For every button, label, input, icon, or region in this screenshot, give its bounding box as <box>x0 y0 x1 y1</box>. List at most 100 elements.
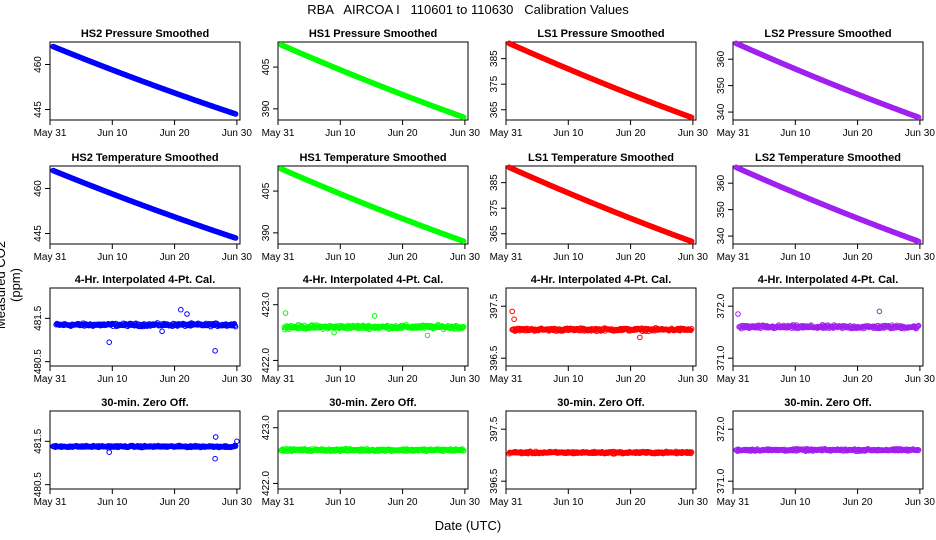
data-point <box>232 235 239 241</box>
x-tick-label: May 31 <box>490 374 523 385</box>
x-tick-label: Jun 10 <box>325 374 355 385</box>
data-point <box>915 322 922 329</box>
y-tick-label: 340 <box>716 227 727 244</box>
data-point <box>688 449 695 455</box>
x-tick-label: May 31 <box>490 252 523 263</box>
chart-panel-6: HS1 Temperature Smoothed May 31 Jun 10 Jun … <box>261 152 480 263</box>
x-tick-label: Jun 30 <box>905 374 935 385</box>
data-point <box>232 111 239 117</box>
chart-panel-2: HS1 Pressure Smoothed May 31 Jun 10 Jun 20 J… <box>261 28 480 139</box>
x-tick-label: Jun 10 <box>97 252 127 263</box>
chart-panel-10: 4-Hr. Interpolated 4-Pt. Cal. May 31 Jun 1… <box>261 274 480 385</box>
chart-panel-12: 4-Hr. Interpolated 4-Pt. Cal. May 31 Jun 1… <box>716 274 935 385</box>
panel-title: HS1 Temperature Smoothed <box>299 152 446 164</box>
x-tick-label: Jun 20 <box>388 252 418 263</box>
x-tick-label: Jun 20 <box>160 374 190 385</box>
x-tick-label: Jun 10 <box>97 128 127 139</box>
data-point <box>460 447 467 454</box>
chart-panel-16: 30-min. Zero Off. May 31 Jun 10 Jun 20 Jun 3… <box>716 397 935 508</box>
panel-title: HS2 Pressure Smoothed <box>81 28 209 40</box>
plot-frame <box>277 287 469 367</box>
x-tick-label: Jun 30 <box>450 497 480 508</box>
y-tick-label: 360 <box>716 174 727 191</box>
series-points <box>506 40 695 121</box>
x-tick-label: Jun 20 <box>388 374 418 385</box>
x-tick-label: Jun 30 <box>450 252 480 263</box>
x-tick-label: Jun 20 <box>160 252 190 263</box>
data-point <box>232 443 239 449</box>
plot-frame <box>732 165 924 245</box>
plot-frame <box>505 165 697 245</box>
y-tick-label: 445 <box>33 101 44 118</box>
series-points <box>733 40 922 121</box>
panel-title: 30-min. Zero Off. <box>557 397 644 409</box>
chart-panel-11: 4-Hr. Interpolated 4-Pt. Cal. May 31 Jun 1… <box>489 274 708 385</box>
plot-frame <box>505 287 697 367</box>
panel-title: LS2 Pressure Smoothed <box>764 28 891 40</box>
x-tick-label: Jun 30 <box>905 128 935 139</box>
panel-title: HS1 Pressure Smoothed <box>309 28 437 40</box>
data-point <box>106 449 112 456</box>
y-tick-label: 390 <box>261 100 272 117</box>
y-tick-label: 385 <box>489 50 500 67</box>
y-tick-label: 375 <box>489 199 500 216</box>
series-points <box>733 445 922 455</box>
x-tick-label: Jun 20 <box>388 128 418 139</box>
y-tick-label: 422.0 <box>261 347 272 372</box>
x-tick-label: Jun 30 <box>905 252 935 263</box>
x-tick-label: Jun 10 <box>553 497 583 508</box>
series-points <box>278 166 467 244</box>
y-tick-label: 372.0 <box>716 293 727 318</box>
data-point <box>106 339 112 346</box>
data-point <box>212 434 219 440</box>
x-tick-label: Jun 10 <box>97 497 127 508</box>
data-point <box>914 324 921 330</box>
x-tick-label: Jun 10 <box>325 252 355 263</box>
plot-frame <box>49 165 241 245</box>
series-points <box>50 43 239 117</box>
chart-panel-7: LS1 Temperature Smoothed May 31 Jun 10 Jun … <box>489 152 708 263</box>
y-tick-label: 371.0 <box>716 468 727 493</box>
chart-panel-4: LS2 Pressure Smoothed May 31 Jun 10 Jun 20 J… <box>716 28 935 139</box>
data-point <box>460 114 467 120</box>
y-tick-label: 371.0 <box>716 345 727 370</box>
data-point <box>460 324 466 331</box>
y-tick-label: 423.0 <box>261 292 272 317</box>
x-tick-label: Jun 10 <box>780 128 810 139</box>
data-point <box>234 438 240 445</box>
x-tick-label: May 31 <box>490 497 523 508</box>
series-points <box>506 164 695 245</box>
y-tick-label: 397.5 <box>489 416 500 441</box>
x-tick-label: May 31 <box>262 374 295 385</box>
x-tick-label: May 31 <box>34 252 67 263</box>
plot-frame <box>732 410 924 490</box>
y-tick-label: 360 <box>716 50 727 67</box>
x-tick-label: May 31 <box>490 128 523 139</box>
panel-title: LS1 Temperature Smoothed <box>528 152 674 164</box>
x-tick-label: Jun 30 <box>222 497 252 508</box>
chart-panel-13: 30-min. Zero Off. May 31 Jun 10 Jun 20 Jun 3… <box>33 397 252 508</box>
x-tick-label: Jun 10 <box>780 374 810 385</box>
x-tick-label: Jun 10 <box>553 128 583 139</box>
x-tick-label: Jun 20 <box>160 128 190 139</box>
x-tick-label: May 31 <box>34 497 67 508</box>
y-tick-label: 481.5 <box>33 428 44 453</box>
x-tick-label: Jun 10 <box>325 497 355 508</box>
data-point <box>184 311 190 317</box>
x-tick-label: Jun 30 <box>678 252 708 263</box>
x-tick-label: Jun 30 <box>222 128 252 139</box>
series-points <box>53 306 239 354</box>
chart-panel-9: 4-Hr. Interpolated 4-Pt. Cal. May 31 Jun 1… <box>33 274 252 385</box>
plot-frame <box>505 41 697 121</box>
x-tick-label: May 31 <box>717 252 750 263</box>
x-tick-label: May 31 <box>34 374 67 385</box>
data-point <box>876 308 883 315</box>
y-tick-label: 350 <box>716 201 727 218</box>
y-tick-label: 396.5 <box>489 345 500 370</box>
plot-frame <box>49 287 241 367</box>
chart-panel-3: LS1 Pressure Smoothed May 31 Jun 10 Jun 20 J… <box>489 28 708 139</box>
panel-title: 4-Hr. Interpolated 4-Pt. Cal. <box>303 274 444 286</box>
y-tick-label: 445 <box>33 225 44 242</box>
y-tick-label: 396.5 <box>489 468 500 493</box>
data-point <box>371 313 378 319</box>
